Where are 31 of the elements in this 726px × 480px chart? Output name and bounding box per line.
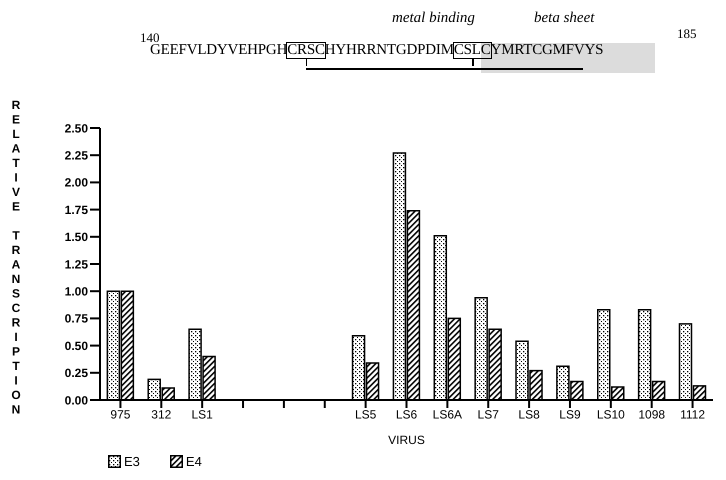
x-axis-title: VIRUS bbox=[388, 433, 425, 447]
y-tick-label: 1.25 bbox=[64, 257, 88, 272]
x-tick-label: LS8 bbox=[518, 408, 540, 422]
y-tick-label: 0.00 bbox=[64, 393, 88, 408]
y-axis-title: RELATIVE TRANSCRIPTION bbox=[9, 98, 23, 417]
x-tick-label: LS6 bbox=[396, 408, 418, 422]
y-tick-label: 1.50 bbox=[64, 230, 88, 244]
x-tick-label: 312 bbox=[151, 408, 172, 422]
legend-label: E4 bbox=[186, 454, 202, 469]
x-tick-label: LS6A bbox=[432, 408, 462, 422]
x-tick-label: LS1 bbox=[191, 408, 214, 422]
y-tick-label: 2.00 bbox=[64, 176, 88, 190]
y-tick-label: 0.50 bbox=[64, 338, 88, 353]
x-tick-label: LS5 bbox=[354, 408, 377, 422]
y-tick-label: 0.75 bbox=[64, 312, 88, 326]
y-tick-label: 0.25 bbox=[64, 366, 88, 380]
y-tick-label: 2.50 bbox=[64, 121, 88, 136]
y-tick-label: 1.00 bbox=[64, 284, 88, 298]
legend-label: E3 bbox=[124, 454, 140, 469]
y-tick-label: 1.75 bbox=[64, 202, 88, 217]
x-tick-label: LS7 bbox=[478, 408, 500, 422]
y-tick-label: 2.25 bbox=[64, 148, 88, 162]
x-tick-label: 975 bbox=[110, 408, 131, 422]
text: 140 bbox=[140, 30, 160, 45]
text: metal binding bbox=[392, 10, 475, 27]
x-tick-label: LS10 bbox=[596, 408, 626, 422]
x-tick-label: LS9 bbox=[559, 408, 581, 422]
text: 185 bbox=[677, 26, 696, 42]
text: beta sheet bbox=[534, 10, 594, 27]
x-tick-label: 1112 bbox=[680, 408, 706, 422]
x-tick-label: 1098 bbox=[638, 408, 666, 422]
